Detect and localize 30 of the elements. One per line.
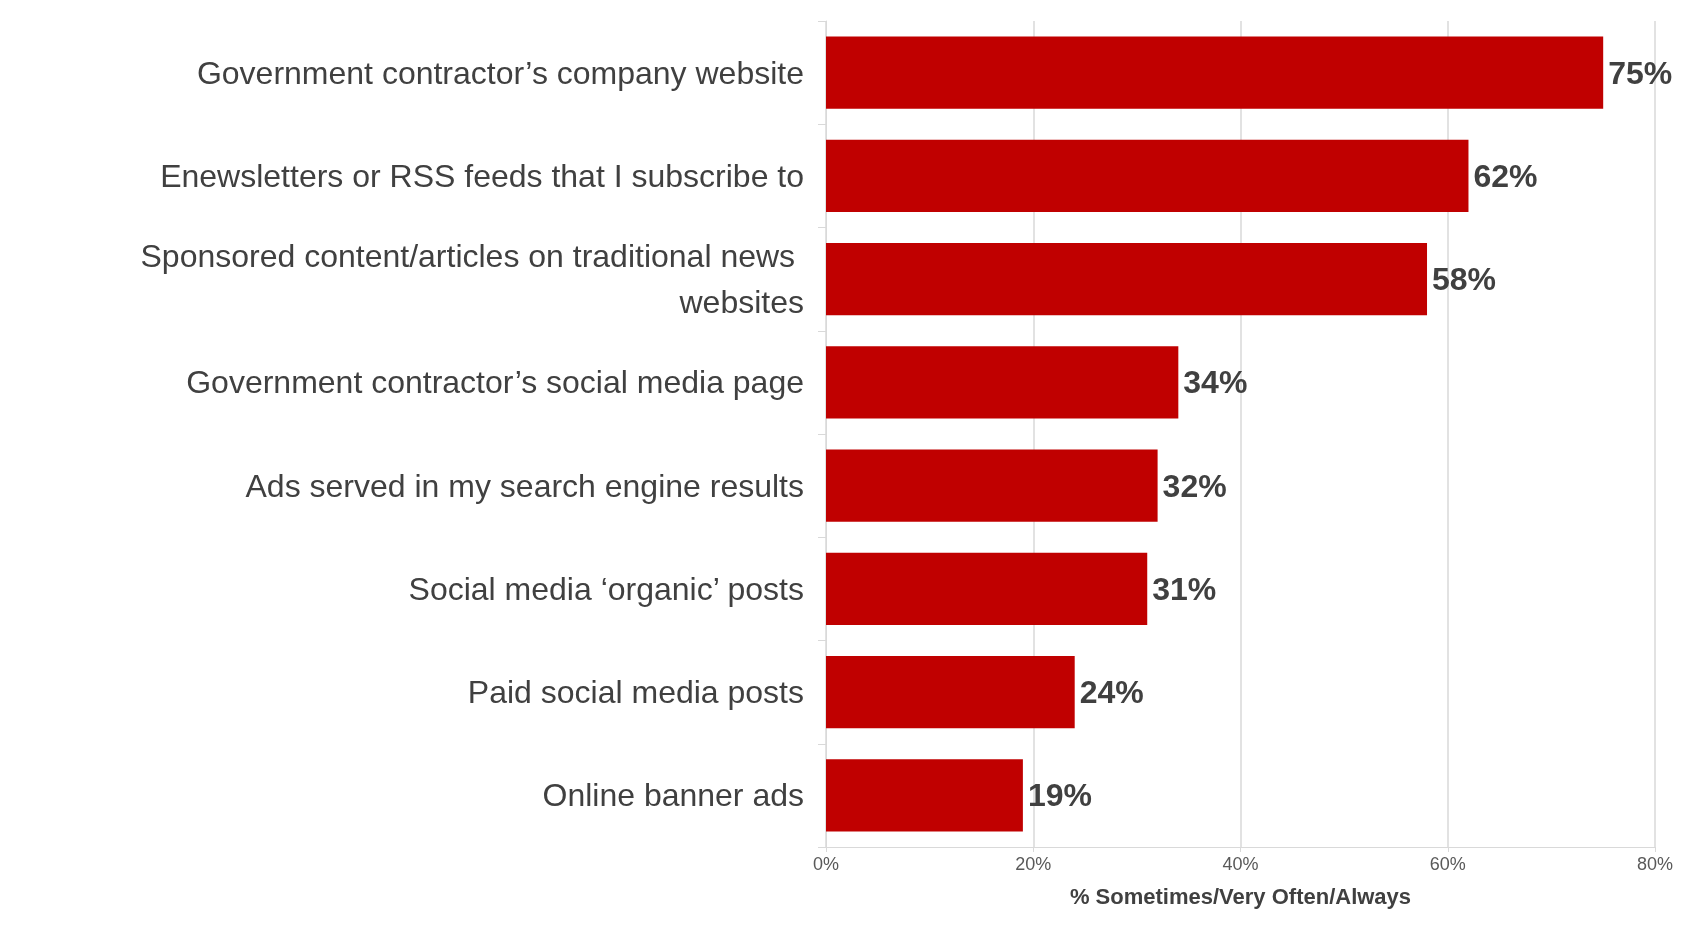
- y-tick-label: Sponsored content/articles on traditional news websites: [140, 238, 804, 321]
- bar: [826, 139, 1469, 213]
- data-label: 58%: [1432, 261, 1497, 298]
- y-tick-label: Ads served in my search engine results: [245, 467, 804, 504]
- data-label: 75%: [1608, 54, 1673, 91]
- bar: [826, 449, 1158, 522]
- bar: [826, 759, 1023, 832]
- bar: [826, 552, 1148, 626]
- data-label: 62%: [1473, 157, 1538, 194]
- x-tick-label: 40%: [1222, 854, 1259, 874]
- data-label: 19%: [1027, 777, 1092, 814]
- bar: [826, 655, 1075, 729]
- x-tick-label: 0%: [812, 854, 840, 874]
- data-label: 32%: [1162, 467, 1227, 504]
- y-tick-label: Paid social media posts: [467, 674, 804, 711]
- bar: [826, 36, 1604, 109]
- y-tick-label: Government contractor’s company website: [196, 54, 804, 91]
- bar: [826, 242, 1428, 316]
- x-tick-label: 60%: [1429, 854, 1466, 874]
- y-tick-label: Online banner ads: [542, 777, 804, 814]
- x-tick-label: 20%: [1015, 854, 1052, 874]
- data-label: 31%: [1152, 570, 1217, 607]
- x-tick-label: 80%: [1636, 854, 1674, 874]
- data-label: 34%: [1183, 364, 1248, 401]
- y-tick-label: Government contractor’s social media page: [186, 364, 804, 401]
- y-tick-label: Enewsletters or RSS feeds that I subscribe to: [160, 157, 804, 194]
- x-axis-title: % Sometimes/Very Often/Always: [1069, 883, 1412, 909]
- data-label: 24%: [1079, 674, 1144, 711]
- y-tick-label: Social media ‘organic’ posts: [408, 570, 804, 607]
- bar: [826, 346, 1179, 419]
